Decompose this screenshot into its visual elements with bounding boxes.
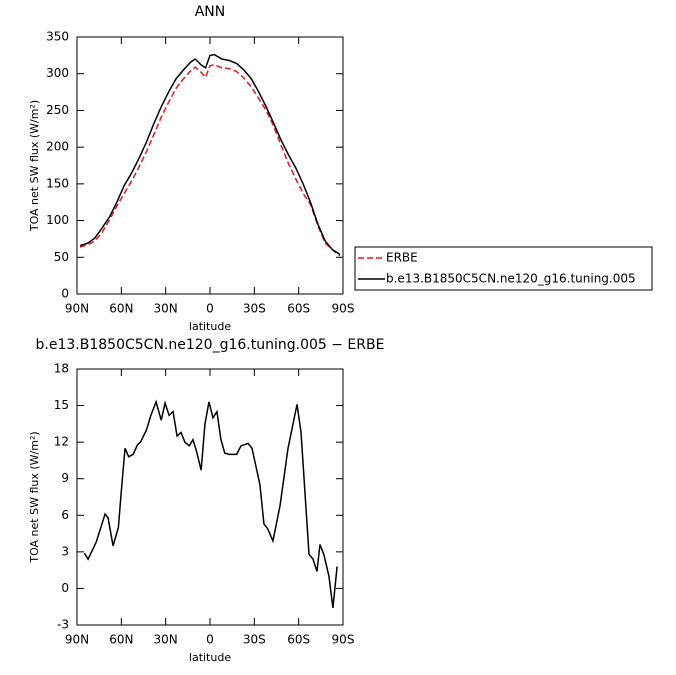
y-tick-label: 50 [54,250,69,264]
x-tick-label: 60S [287,633,310,647]
y-tick-label: 100 [46,213,69,227]
y-axis-label: TOA net SW flux (W/m²) [28,431,41,563]
y-tick-label: 18 [54,362,69,376]
x-tick-label: 0 [206,302,214,316]
y-tick-label: 300 [46,66,69,80]
y-axis-label: TOA net SW flux (W/m²) [28,100,41,232]
x-tick-label: 60S [287,302,310,316]
x-tick-label: 90N [65,302,89,316]
y-tick-label: -3 [57,618,69,632]
x-tick-label: 90S [332,302,355,316]
y-tick-label: 12 [54,435,69,449]
y-tick-label: 350 [46,30,69,44]
y-tick-label: 6 [61,508,69,522]
x-tick-label: 30S [243,633,266,647]
x-tick-label: 90N [65,633,89,647]
legend-label: b.e13.B1850C5CN.ne120_g16.tuning.005 [386,272,636,286]
x-tick-label: 30N [154,302,178,316]
y-tick-label: 0 [61,287,69,301]
x-tick-label: 0 [206,633,214,647]
data-line [83,399,338,609]
legend-label: ERBE [386,251,418,265]
x-tick-label: 90S [332,633,355,647]
x-tick-label: 30S [243,302,266,316]
chart-title: b.e13.B1850C5CN.ne120_g16.tuning.005 − E… [36,337,385,353]
x-tick-label: 60N [109,302,133,316]
legend-box [354,246,653,291]
plot-frame [76,36,344,295]
x-tick-label: 30N [154,633,178,647]
y-tick-label: 9 [61,471,69,485]
x-axis-label: latitude [189,320,231,333]
y-tick-label: 0 [61,581,69,595]
chart-title: ANN [195,4,226,20]
y-tick-label: 3 [61,544,69,558]
data-line [79,53,341,255]
y-tick-label: 250 [46,103,69,117]
x-tick-label: 60N [109,633,133,647]
data-line [79,64,341,257]
x-axis-label: latitude [189,651,231,664]
y-tick-label: 200 [46,140,69,154]
y-tick-label: 150 [46,176,69,190]
y-tick-label: 15 [54,398,69,412]
